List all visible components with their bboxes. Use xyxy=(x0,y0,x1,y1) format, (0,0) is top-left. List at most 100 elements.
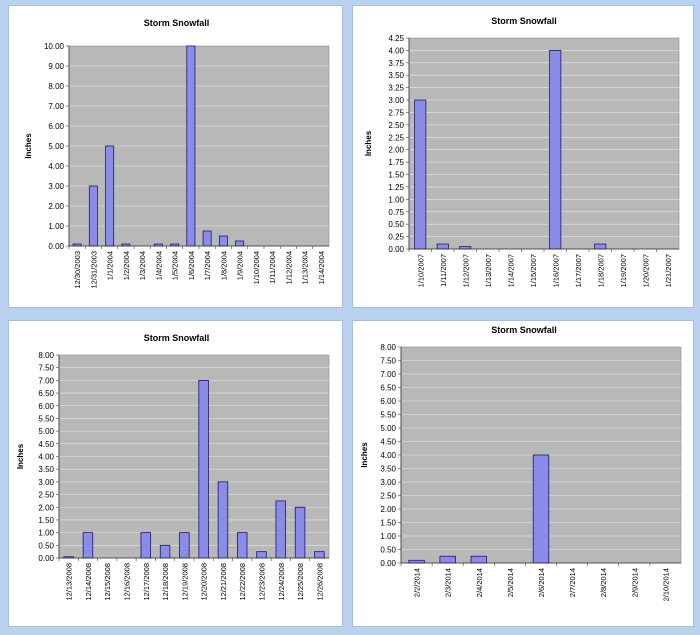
y-tick-label: 3.50 xyxy=(380,465,396,474)
bar xyxy=(414,99,427,250)
y-tick-label: 2.00 xyxy=(380,505,396,514)
x-tick-label: 1/19/2007 xyxy=(619,254,628,287)
y-tick-label: 2.50 xyxy=(38,491,54,500)
y-axis-label: Inches xyxy=(360,442,369,468)
y-tick-label: 5.00 xyxy=(380,424,396,433)
y-tick-label: 2.00 xyxy=(38,503,54,512)
x-tick-label: 2/9/2014 xyxy=(630,568,639,597)
x-tick-label: 12/15/2008 xyxy=(103,563,112,601)
y-tick-label: 9.00 xyxy=(48,62,64,71)
x-tick-label: 1/3/2004 xyxy=(138,251,147,280)
x-tick-label: 1/1/2004 xyxy=(106,251,115,280)
x-tick-label: 1/4/2004 xyxy=(154,251,163,280)
bar xyxy=(436,243,449,250)
y-tick-label: 10.00 xyxy=(44,42,65,51)
y-tick-label: 6.00 xyxy=(38,402,54,411)
chart-2003-2004: 0.00 1.00 2.00 3.00 4.00 5.00 6.00 7.00 8.00 9.00… xyxy=(24,18,330,289)
y-tick-label: 0.75 xyxy=(388,208,404,217)
x-tick-label: 12/21/2008 xyxy=(219,563,228,601)
bar xyxy=(82,532,94,559)
y-tick-label: 4.50 xyxy=(38,440,54,449)
chart-panel-2008: 0.00 0.50 1.00 1.50 2.00 2.50 3.00 3.50 4.00 4.50… xyxy=(8,320,343,627)
x-tick-label: 2/8/2014 xyxy=(599,568,608,597)
x-tick-label: 1/14/2007 xyxy=(506,254,515,287)
y-tick-label: 2.50 xyxy=(380,492,396,501)
y-tick-label: 1.25 xyxy=(388,183,404,192)
y-tick-label: 5.00 xyxy=(38,427,54,436)
y-tick-label: 5.50 xyxy=(380,411,396,420)
y-tick-label: 0.00 xyxy=(48,242,64,251)
bar xyxy=(235,240,245,247)
x-tick-label: 1/15/2007 xyxy=(529,254,538,287)
y-tick-label: 2.00 xyxy=(388,146,404,155)
y-tick-label: 0.00 xyxy=(388,245,404,254)
y-tick-label: 3.00 xyxy=(388,96,404,105)
x-tick-label: 12/25/2008 xyxy=(296,563,305,601)
x-tick-label: 12/13/2008 xyxy=(65,563,74,601)
y-tick-label: 5.00 xyxy=(48,142,64,151)
y-tick-label: 3.50 xyxy=(388,71,404,80)
bar xyxy=(549,50,562,250)
x-tick-label: 12/31/2003 xyxy=(89,251,98,289)
chart-panel-2014: 0.00 0.50 1.00 1.50 2.00 2.50 3.00 3.50 4.00 4.50… xyxy=(352,320,694,627)
bar xyxy=(186,45,196,247)
y-tick-label: 2.50 xyxy=(388,121,404,130)
x-tick-label: 1/12/2004 xyxy=(284,251,293,284)
chart-title: Storm Snowfall xyxy=(491,325,557,335)
x-tick-label: 1/20/2007 xyxy=(641,254,650,287)
bar xyxy=(202,230,212,247)
x-tick-label: 1/5/2004 xyxy=(171,251,180,280)
bar xyxy=(256,551,267,559)
bar xyxy=(470,555,487,564)
chart-title: Storm Snowfall xyxy=(144,18,210,28)
y-tick-label: 7.00 xyxy=(38,376,54,385)
y-tick-label: 7.50 xyxy=(380,357,396,366)
bar xyxy=(217,481,229,559)
y-tick-label: 3.00 xyxy=(380,478,396,487)
x-tick-label: 1/21/2007 xyxy=(664,254,673,287)
y-tick-label: 7.00 xyxy=(48,102,64,111)
x-tick-label: 1/8/2004 xyxy=(219,251,228,280)
x-tick-label: 1/18/2007 xyxy=(596,254,605,287)
bar xyxy=(218,235,228,247)
y-tick-label: 1.75 xyxy=(388,158,404,167)
x-tick-label: 1/13/2004 xyxy=(301,251,310,284)
y-tick-label: 0.50 xyxy=(380,546,396,555)
x-tick-label: 12/23/2008 xyxy=(258,563,267,601)
x-tick-label: 1/10/2007 xyxy=(416,254,425,287)
x-tick-label: 12/17/2008 xyxy=(142,563,151,601)
bar xyxy=(140,532,152,559)
bar xyxy=(236,532,248,559)
x-tick-label: 2/5/2014 xyxy=(506,568,515,597)
y-tick-label: 3.00 xyxy=(38,478,54,487)
y-tick-label: 2.75 xyxy=(388,108,404,117)
x-tick-label: 2/10/2014 xyxy=(661,568,670,601)
y-tick-label: 4.00 xyxy=(48,162,64,171)
bar xyxy=(105,145,115,247)
bar xyxy=(408,559,425,564)
x-tick-label: 1/10/2004 xyxy=(252,251,261,284)
x-tick-label: 12/16/2008 xyxy=(123,563,132,601)
y-axis-label: Inches xyxy=(16,443,25,469)
bar xyxy=(179,532,190,559)
x-tick-label: 2/3/2014 xyxy=(444,568,453,597)
y-axis-label: Inches xyxy=(24,133,33,159)
chart-title: Storm Snowfall xyxy=(144,333,210,343)
y-tick-label: 2.00 xyxy=(48,202,64,211)
y-tick-label: 1.50 xyxy=(388,171,404,180)
bar xyxy=(88,185,98,247)
bar xyxy=(532,454,550,564)
y-tick-label: 4.50 xyxy=(380,438,396,447)
x-tick-label: 1/9/2004 xyxy=(236,251,245,280)
y-tick-label: 0.25 xyxy=(388,233,404,242)
x-tick-label: 1/13/2007 xyxy=(484,254,493,287)
x-tick-label: 12/14/2008 xyxy=(84,563,93,601)
y-tick-label: 4.00 xyxy=(388,46,404,55)
y-axis-label: Inches xyxy=(364,130,373,156)
y-tick-label: 0.00 xyxy=(38,554,54,563)
y-tick-label: 1.50 xyxy=(380,519,396,528)
y-tick-label: 4.25 xyxy=(388,34,404,43)
x-tick-label: 1/12/2007 xyxy=(461,254,470,287)
chart-title: Storm Snowfall xyxy=(491,16,557,26)
